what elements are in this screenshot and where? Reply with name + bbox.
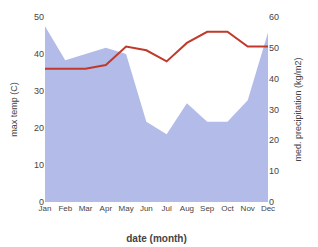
svg-text:50: 50: [34, 12, 44, 22]
svg-text:Oct: Oct: [221, 204, 234, 213]
svg-text:40: 40: [34, 49, 44, 59]
svg-text:40: 40: [269, 74, 279, 84]
svg-text:0: 0: [39, 197, 44, 207]
svg-text:date (month): date (month): [126, 233, 187, 244]
svg-text:0: 0: [269, 197, 274, 207]
svg-text:med. precipitation (kg/m2): med. precipitation (kg/m2): [293, 57, 303, 161]
svg-text:Jul: Jul: [162, 204, 172, 213]
svg-text:30: 30: [34, 86, 44, 96]
svg-text:Dec: Dec: [261, 204, 275, 213]
svg-text:Nov: Nov: [241, 204, 255, 213]
svg-text:Jan: Jan: [39, 204, 52, 213]
svg-text:10: 10: [34, 160, 44, 170]
svg-text:max temp (C): max temp (C): [9, 82, 19, 137]
svg-text:Apr: Apr: [100, 204, 113, 213]
svg-text:Mar: Mar: [79, 204, 93, 213]
svg-text:10: 10: [269, 166, 279, 176]
svg-text:30: 30: [269, 105, 279, 115]
svg-text:50: 50: [269, 43, 279, 53]
svg-text:Feb: Feb: [58, 204, 72, 213]
svg-text:Aug: Aug: [180, 204, 194, 213]
svg-text:60: 60: [269, 12, 279, 22]
svg-text:Sep: Sep: [200, 204, 215, 213]
svg-text:20: 20: [269, 135, 279, 145]
svg-text:20: 20: [34, 123, 44, 133]
svg-text:May: May: [119, 204, 134, 213]
svg-text:Jun: Jun: [140, 204, 153, 213]
